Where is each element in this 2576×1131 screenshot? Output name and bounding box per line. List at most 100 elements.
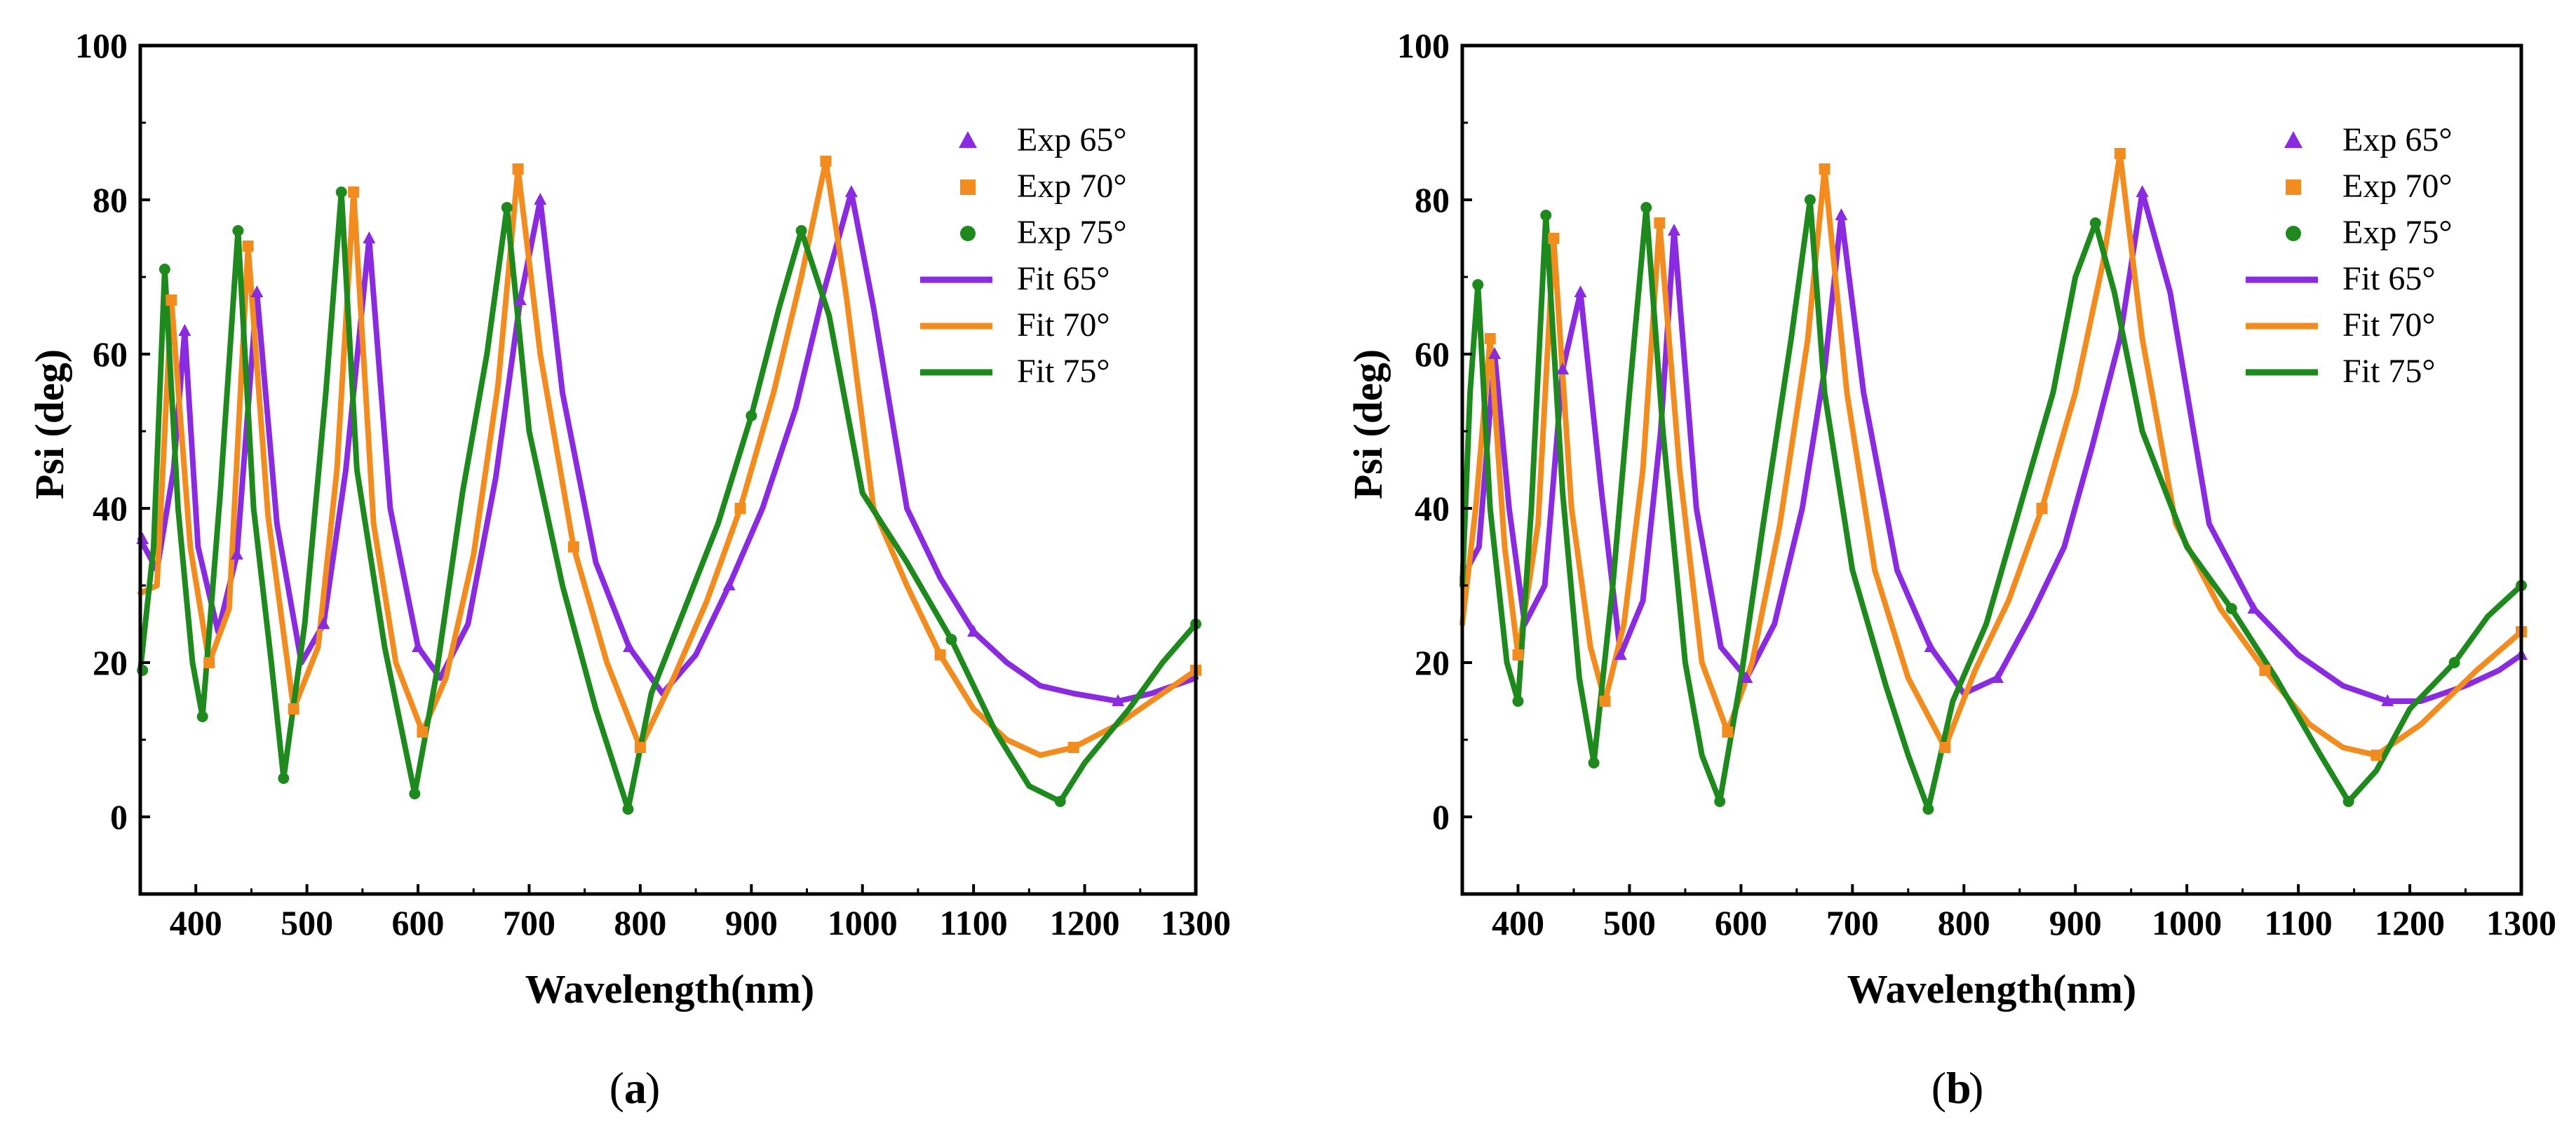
panel-b-exp-marker-3-7	[1804, 194, 1816, 205]
panel-b-legend-label-fit-3: Fit 75°	[2342, 353, 2436, 390]
panel-b-y-tick-label-40: 40	[1415, 489, 1450, 528]
panel-b-x-tick-label-1200: 1200	[2375, 903, 2445, 942]
panel-b-exp-marker-2-10	[2114, 148, 2126, 159]
panel-b-exp-marker-3-10	[2225, 603, 2237, 614]
panel-a-exp-marker-2-4	[288, 703, 299, 715]
panel-a-y-tick-label-80: 80	[93, 180, 128, 219]
panel-a-legend-label-fit-3: Fit 75°	[1017, 353, 1110, 390]
panel-b-caption: ( b )	[1931, 1063, 1984, 1113]
panel-b-x-tick-label-1100: 1100	[2264, 903, 2332, 942]
panel-a-legend-label-exp-3: Exp 75°	[1017, 214, 1127, 251]
panel-a-exp-marker-3-10	[746, 410, 757, 421]
panel-b-exp-marker-3-3	[1540, 210, 1552, 221]
panel-a-legend-label-fit-1: Fit 65°	[1017, 260, 1110, 297]
panel-b-exp-marker-3-9	[2089, 217, 2101, 229]
panel-b-exp-marker-3-11	[2342, 796, 2354, 807]
panel-a-caption-close-paren: )	[645, 1063, 660, 1113]
panel-a-x-tick-label-1100: 1100	[940, 903, 1008, 942]
panel-b-y-tick-label-80: 80	[1415, 180, 1450, 219]
panel-b-exp-marker-1-9	[1990, 671, 2004, 683]
panel-b-legend-label-exp-1: Exp 65°	[2342, 121, 2453, 158]
panel-a-series-line-3	[137, 189, 1199, 812]
panel-b-legend-label-fit-2: Fit 70°	[2342, 306, 2436, 344]
panel-b-x-tick-label-900: 900	[2049, 903, 2102, 942]
panel-a-exp-marker-1-13	[967, 625, 980, 637]
panel-b-exp-marker-3-12	[2448, 657, 2460, 668]
panel-a-exp-marker-1-7	[412, 640, 425, 652]
panel-a-exp-marker-2-9	[634, 742, 646, 753]
panel-a-exp-marker-3-2	[159, 264, 170, 275]
panel-b-legend-marker-3	[2286, 226, 2301, 241]
panel-a-exp-marker-2-11	[820, 156, 832, 167]
panel-b-exp-marker-2-7	[1819, 163, 1830, 175]
panel-b-exp-marker-3-6	[1714, 796, 1726, 807]
panel-b-legend-label-exp-2: Exp 70°	[2342, 168, 2453, 205]
panel-b-exp-marker-1-6	[1740, 671, 1753, 683]
panel-a-legend-label-exp-1: Exp 65°	[1017, 121, 1127, 158]
panel-a-exp-marker-3-12	[945, 634, 957, 645]
panel-b-legend: Exp 65° Exp 70° Exp 75° Fit 65° Fit 70° Fit 7…	[2246, 121, 2453, 390]
panel-a-exp-marker-1-14	[1112, 694, 1125, 706]
panel-a-exp-marker-3-3	[196, 711, 208, 722]
panel-b-caption-letter: b	[1946, 1063, 1971, 1113]
panel-a-exp-marker-2-8	[567, 541, 579, 553]
panel-a-x-axis-label: Wavelength(nm)	[525, 966, 814, 1012]
panel-a-exp-marker-2-1	[166, 294, 177, 306]
panel-a-exp-marker-2-5	[348, 187, 360, 198]
panel-a-caption: ( a )	[609, 1063, 661, 1113]
panel-b-exp-marker-2-11	[2259, 665, 2271, 676]
panel-a-exp-marker-2-13	[1067, 742, 1079, 753]
panel-b-exp-marker-2-3	[1548, 233, 1560, 244]
panel-a-legend-marker-1	[959, 131, 977, 148]
panel-a-exp-marker-2-7	[512, 163, 524, 175]
panel-a-y-axis-label: Psi (deg)	[27, 349, 72, 499]
panel-b-exp-marker-1-10	[2136, 185, 2149, 197]
panel-b-exp-marker-1-7	[1835, 208, 1848, 220]
panel-b-chart: Psi (deg) Wavelength(nm) ( b ) 400 500 600…	[1345, 26, 2556, 1113]
panel-b-y-tick-label-0: 0	[1432, 797, 1450, 837]
panel-a-chart: Psi (deg) Wavelength(nm) ( a ) 400 500 600…	[27, 26, 1231, 1113]
panel-a-plot-frame	[138, 43, 1198, 896]
panel-a-exp-marker-3-5	[278, 773, 290, 784]
panel-b-x-axis-label: Wavelength(nm)	[1847, 966, 2136, 1012]
panel-b-exp-marker-3-2	[1512, 696, 1524, 707]
panel-b-exp-marker-3-1	[1472, 279, 1484, 290]
panel-b-exp-marker-2-8	[1939, 742, 1951, 753]
panel-b-exp-marker-2-2	[1512, 649, 1524, 661]
panel-b-x-tick-label-700: 700	[1826, 903, 1879, 942]
panel-b-series-line-1	[1459, 189, 2524, 704]
panel-b-exp-marker-2-6	[1722, 726, 1734, 738]
panel-a-x-tick-label-900: 900	[725, 903, 778, 942]
panel-b-y-axis-label: Psi (deg)	[1345, 349, 1391, 499]
panel-a-exp-marker-3-6	[335, 187, 347, 198]
panel-b-x-tick-label-800: 800	[1938, 903, 1990, 942]
panel-a-x-tick-label-600: 600	[392, 903, 445, 942]
panel-a-exp-marker-2-2	[203, 657, 215, 668]
panel-a-exp-marker-1-5	[317, 617, 330, 629]
panel-a-exp-marker-1-3	[230, 548, 243, 560]
panel-a-exp-marker-1-9	[534, 193, 547, 205]
panel-b-exp-marker-1-4	[1614, 648, 1627, 660]
panel-b-x-tick-label-1300: 1300	[2486, 903, 2556, 942]
panel-b-x-tick-label-600: 600	[1715, 903, 1767, 942]
panel-a-legend-label-exp-2: Exp 70°	[1017, 168, 1127, 205]
panel-a-x-tick-label-700: 700	[503, 903, 555, 942]
panel-a-legend-label-fit-2: Fit 70°	[1017, 306, 1110, 344]
panel-a-y-tick-label-100: 100	[75, 26, 128, 65]
panel-b-caption-open-paren: (	[1931, 1063, 1946, 1113]
panel-a-y-tick-label-40: 40	[93, 489, 128, 528]
panel-a-exp-marker-3-7	[409, 788, 421, 799]
panel-a-x-tick-label-1200: 1200	[1050, 903, 1120, 942]
panel-a-exp-marker-1-10	[623, 640, 636, 652]
panel-a-exp-marker-2-3	[242, 241, 254, 252]
panel-b-legend-marker-1	[2284, 131, 2302, 148]
panel-a-exp-marker-1-12	[844, 185, 858, 197]
panel-b-y-tick-label-100: 100	[1397, 26, 1450, 65]
panel-a-exp-marker-2-6	[417, 726, 429, 738]
panel-a-exp-marker-1-2	[178, 324, 191, 336]
panel-b-exp-marker-1-12	[2381, 694, 2394, 706]
panel-b-series-line-3	[1459, 197, 2524, 812]
panel-b-y-tick-label-20: 20	[1415, 643, 1450, 682]
